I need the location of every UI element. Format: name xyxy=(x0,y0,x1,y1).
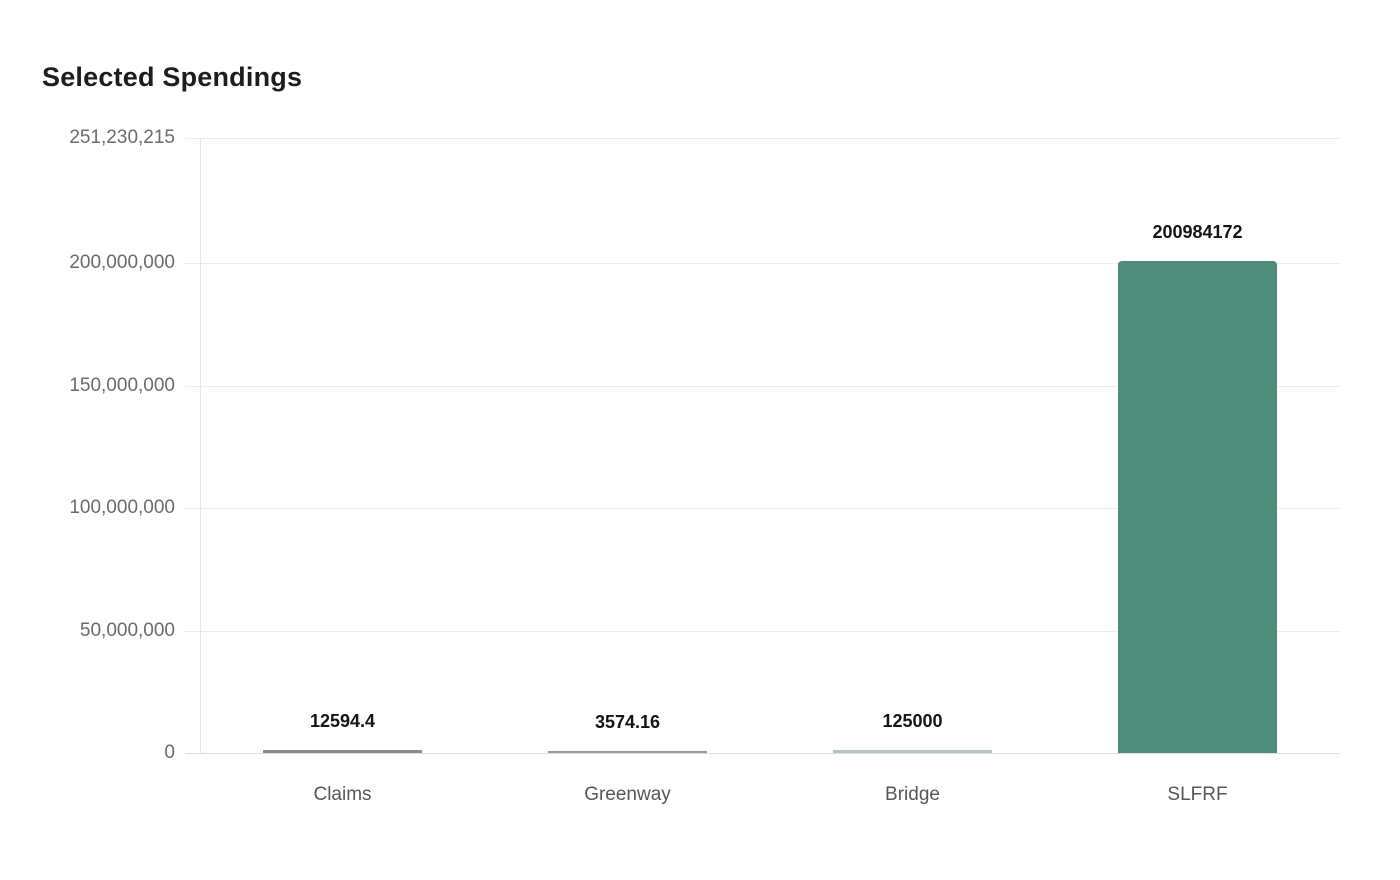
y-axis-line xyxy=(200,138,201,753)
x-category-label: SLFRF xyxy=(1167,784,1228,805)
gridline xyxy=(185,263,1340,264)
bar-value-label: 200984172 xyxy=(1152,222,1243,242)
bar-value-label: 3574.16 xyxy=(594,711,661,732)
bar[interactable] xyxy=(1118,261,1277,753)
bar-value-label: 125000 xyxy=(882,711,943,731)
chart-title: Selected Spendings xyxy=(42,62,303,92)
bar[interactable] xyxy=(548,750,707,753)
y-tick-label: 0 xyxy=(164,742,175,763)
x-category-label: Greenway xyxy=(584,784,671,805)
gridline xyxy=(185,753,1340,754)
x-category-label: Claims xyxy=(313,784,372,805)
y-tick-label: 200,000,000 xyxy=(69,252,175,273)
gridline xyxy=(185,631,1340,632)
gridline xyxy=(185,138,1340,139)
x-category-label: Bridge xyxy=(885,784,940,805)
y-tick-label: 251,230,215 xyxy=(69,127,175,148)
y-tick-label: 100,000,000 xyxy=(69,497,175,518)
bar-value-label: 12594.4 xyxy=(309,711,376,731)
y-tick-label: 150,000,000 xyxy=(69,375,175,396)
bar[interactable] xyxy=(833,750,992,753)
y-tick-label: 50,000,000 xyxy=(79,620,175,641)
gridline xyxy=(185,508,1340,509)
bar[interactable] xyxy=(263,750,422,753)
gridline xyxy=(185,386,1340,387)
